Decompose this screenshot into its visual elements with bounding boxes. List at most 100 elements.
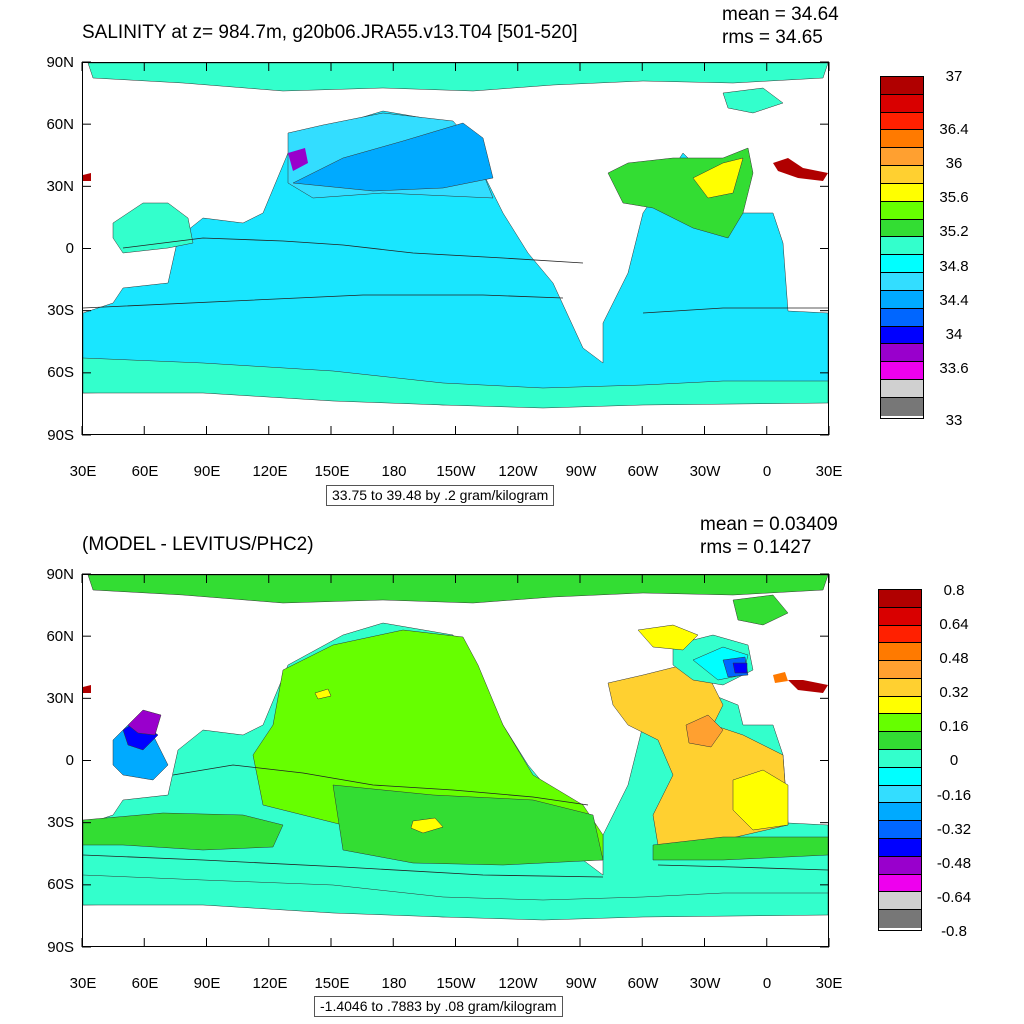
lon-label: 30E (69, 463, 97, 480)
lon-label: 60E (131, 463, 159, 480)
colorbar-segment (881, 130, 923, 149)
colorbar-segment (879, 732, 921, 751)
lat-label: 60S (47, 876, 74, 893)
ocean-region (732, 662, 748, 674)
ocean-region (83, 357, 828, 409)
colorbar (880, 76, 924, 419)
colorbar-segment (881, 166, 923, 184)
colorbar-label: 0.32 (939, 684, 969, 701)
lon-label: 120W (498, 975, 538, 992)
colorbar-segment (881, 397, 923, 416)
lat-label: 30N (46, 178, 74, 195)
lon-label: 180 (381, 975, 407, 992)
colorbar-label: 34.8 (939, 258, 969, 275)
ocean-region (87, 575, 828, 604)
colorbar-segment (879, 767, 921, 786)
colorbar-label: 33.6 (939, 360, 969, 377)
lon-label: 30E (815, 463, 843, 480)
ocean-region (127, 709, 162, 736)
rms-stat: rms = 34.65 (722, 27, 823, 48)
ocean-region (722, 87, 784, 114)
colorbar-segment (881, 112, 923, 131)
ocean-region (314, 688, 332, 700)
ocean-region (292, 122, 494, 192)
ocean-region (83, 685, 91, 693)
lon-label: 150W (436, 975, 476, 992)
colorbar-label: 0.8 (943, 582, 965, 599)
lon-label: 150E (314, 975, 350, 992)
ocean-region (637, 624, 699, 651)
lon-label: 30E (69, 975, 97, 992)
colorbar-label: 0 (949, 752, 959, 769)
colorbar-segment (881, 344, 923, 363)
contour-line (83, 294, 564, 309)
colorbar-segment (879, 750, 921, 768)
lon-label: 120E (252, 463, 288, 480)
colorbar-label: 34.4 (939, 292, 969, 309)
lat-label: 90N (46, 54, 74, 71)
colorbar-label: 0.16 (939, 718, 969, 735)
lat-label: 0 (65, 752, 74, 769)
lon-label: 90E (193, 975, 221, 992)
colorbar-label: -0.48 (936, 855, 972, 872)
colorbar-segment (881, 326, 923, 345)
colorbar-label: -0.32 (936, 821, 972, 838)
lon-label: 150E (314, 463, 350, 480)
lon-label: 180 (381, 463, 407, 480)
contour-line (122, 237, 584, 264)
colorbar-label: 35.6 (939, 189, 969, 206)
lat-label: 30S (47, 814, 74, 831)
lon-label: 30W (689, 975, 721, 992)
lon-label: 90W (565, 975, 597, 992)
ocean-region (83, 173, 91, 181)
colorbar-segment (881, 290, 923, 309)
colorbar-segment (879, 643, 921, 662)
colorbar-segment (879, 678, 921, 697)
axis-ticks (81, 61, 830, 436)
salinity-panel: SALINITY at z= 984.7m, g20b06.JRA55.v13.… (46, 4, 969, 507)
colorbar-segment (881, 308, 923, 327)
colorbar-segment (881, 237, 923, 256)
colorbar-segment (879, 821, 921, 839)
contour-line (172, 764, 589, 806)
colorbar-segment (879, 874, 921, 893)
colorbar-segment (879, 607, 921, 626)
colorbar-segment (879, 696, 921, 715)
colorbar-label: -0.64 (936, 889, 972, 906)
ocean-region (788, 680, 828, 693)
lon-label: 90E (193, 463, 221, 480)
ocean-region (83, 812, 284, 851)
lon-label: 60E (131, 975, 159, 992)
contour-range-label: -1.4046 to .7883 by .08 gram/kilogram (314, 996, 563, 1018)
ocean-region (685, 714, 724, 748)
colorbar-segment (879, 661, 921, 679)
lat-label: 30N (46, 690, 74, 707)
colorbar-segment (881, 148, 923, 167)
colorbar-segment (879, 785, 921, 804)
lon-label: 60W (627, 463, 659, 480)
colorbar-segment (881, 219, 923, 238)
colorbar-label: 36.4 (939, 121, 969, 138)
colorbar-label: 0.48 (939, 650, 969, 667)
lon-label: 150W (436, 463, 476, 480)
difference-panel: (MODEL - LEVITUS/PHC2) mean = 0.03409 rm… (0, 512, 1024, 1024)
colorbar-segment (879, 910, 921, 928)
contour-line (642, 307, 828, 314)
lon-label: 120E (252, 975, 288, 992)
lat-label: 90S (47, 939, 74, 956)
ocean-region (83, 874, 828, 921)
lon-label: 120W (498, 463, 538, 480)
axis-ticks (81, 573, 830, 948)
lon-label: 30E (815, 975, 843, 992)
colorbar-segment (879, 803, 921, 822)
lat-label: 90N (46, 566, 74, 583)
ocean-region (332, 784, 604, 866)
panel-title: SALINITY at z= 984.7m, g20b06.JRA55.v13.… (82, 22, 578, 43)
colorbar-label: 34 (945, 326, 963, 343)
ocean-region (652, 836, 828, 861)
colorbar-segment (879, 714, 921, 733)
colorbar-label: 33 (945, 412, 963, 429)
difference-map (83, 575, 828, 946)
lat-label: 30S (47, 302, 74, 319)
mean-stat: mean = 34.64 (722, 4, 839, 25)
